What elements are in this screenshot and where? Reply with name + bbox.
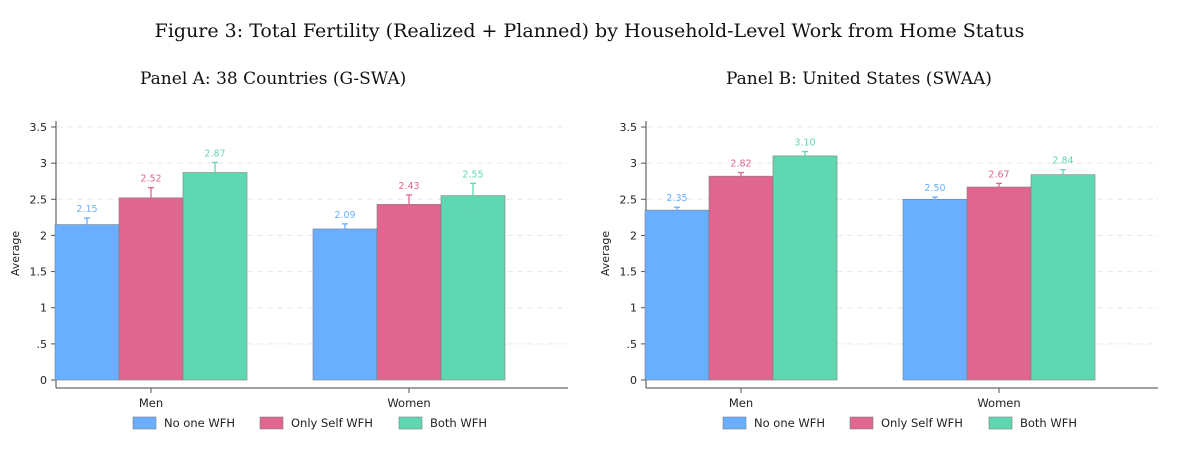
panel-a-title: Panel A: 38 Countries (G-SWA) bbox=[140, 69, 407, 89]
y-axis-label: Average bbox=[599, 231, 612, 276]
legend-swatch bbox=[722, 416, 747, 430]
panel-b-title: Panel B: United States (SWAA) bbox=[726, 69, 992, 89]
x-tick-label: Men bbox=[139, 396, 163, 410]
legend-label: No one WFH bbox=[164, 416, 235, 430]
data-label: 2.35 bbox=[666, 193, 687, 204]
bar-both-wfh-women bbox=[440, 195, 506, 381]
bar-both-wfh-men bbox=[182, 172, 248, 381]
bar-no-one-wfh-women bbox=[902, 198, 968, 381]
data-label: 3.10 bbox=[794, 138, 815, 149]
y-tick-label: 1.5 bbox=[620, 266, 638, 279]
bar-only-self-wfh-men bbox=[118, 197, 184, 381]
data-label: 2.43 bbox=[398, 181, 419, 192]
data-label: 2.55 bbox=[462, 169, 483, 180]
y-tick-label: 2 bbox=[630, 229, 637, 242]
y-tick-label: 3.5 bbox=[620, 121, 638, 134]
legend-swatch bbox=[259, 416, 284, 430]
legend-swatch bbox=[398, 416, 423, 430]
data-label: 2.82 bbox=[730, 159, 751, 170]
y-tick-label: 1 bbox=[630, 302, 637, 315]
panel-a-chart: 0 .5 1 1.5 2 2.5 3 3.5 Average 2.15 2.52 2.87 Men 2.0… bbox=[9, 121, 568, 430]
legend-swatch bbox=[132, 416, 157, 430]
y-tick-label: 1.5 bbox=[30, 266, 48, 279]
legend-label: Both WFH bbox=[430, 416, 487, 430]
bar-only-self-wfh-men bbox=[708, 175, 774, 381]
legend-swatch bbox=[988, 416, 1013, 430]
y-tick-label: 3.5 bbox=[30, 121, 48, 134]
y-tick-label: 1 bbox=[40, 302, 47, 315]
y-tick-label: 3 bbox=[40, 157, 47, 170]
data-label: 2.09 bbox=[334, 210, 355, 221]
data-label: 2.52 bbox=[140, 174, 161, 185]
bar-no-one-wfh-men bbox=[54, 224, 120, 381]
y-tick-label: 2.5 bbox=[620, 193, 638, 206]
panel-b-chart: 0 .5 1 1.5 2 2.5 3 3.5 Average 2.35 2.82 3.10 Men 2.5… bbox=[599, 121, 1158, 430]
figure-title: Figure 3: Total Fertility (Realized + Pl… bbox=[154, 20, 1025, 42]
y-tick-label: .5 bbox=[37, 338, 48, 351]
legend-label: Only Self WFH bbox=[291, 416, 373, 430]
y-tick-label: 3 bbox=[630, 157, 637, 170]
y-tick-label: .5 bbox=[627, 338, 638, 351]
data-label: 2.87 bbox=[204, 148, 225, 159]
data-label: 2.50 bbox=[924, 183, 945, 194]
y-tick-label: 0 bbox=[630, 374, 637, 387]
y-tick-label: 2.5 bbox=[30, 193, 48, 206]
legend-label: Only Self WFH bbox=[881, 416, 963, 430]
bar-only-self-wfh-women bbox=[966, 186, 1032, 381]
bar-no-one-wfh-women bbox=[312, 228, 378, 381]
y-tick-label: 2 bbox=[40, 229, 47, 242]
legend-label: Both WFH bbox=[1020, 416, 1077, 430]
bar-only-self-wfh-women bbox=[376, 204, 442, 381]
y-tick-label: 0 bbox=[40, 374, 47, 387]
x-tick-label: Women bbox=[977, 396, 1020, 410]
data-label: 2.84 bbox=[1052, 156, 1073, 167]
bar-both-wfh-women bbox=[1030, 174, 1096, 381]
y-axis-label: Average bbox=[9, 231, 22, 276]
legend-swatch bbox=[849, 416, 874, 430]
x-tick-label: Men bbox=[729, 396, 753, 410]
data-label: 2.67 bbox=[988, 169, 1009, 180]
legend-label: No one WFH bbox=[754, 416, 825, 430]
x-tick-label: Women bbox=[387, 396, 430, 410]
bar-no-one-wfh-men bbox=[644, 209, 710, 381]
bar-both-wfh-men bbox=[772, 155, 838, 381]
data-label: 2.15 bbox=[76, 204, 97, 215]
